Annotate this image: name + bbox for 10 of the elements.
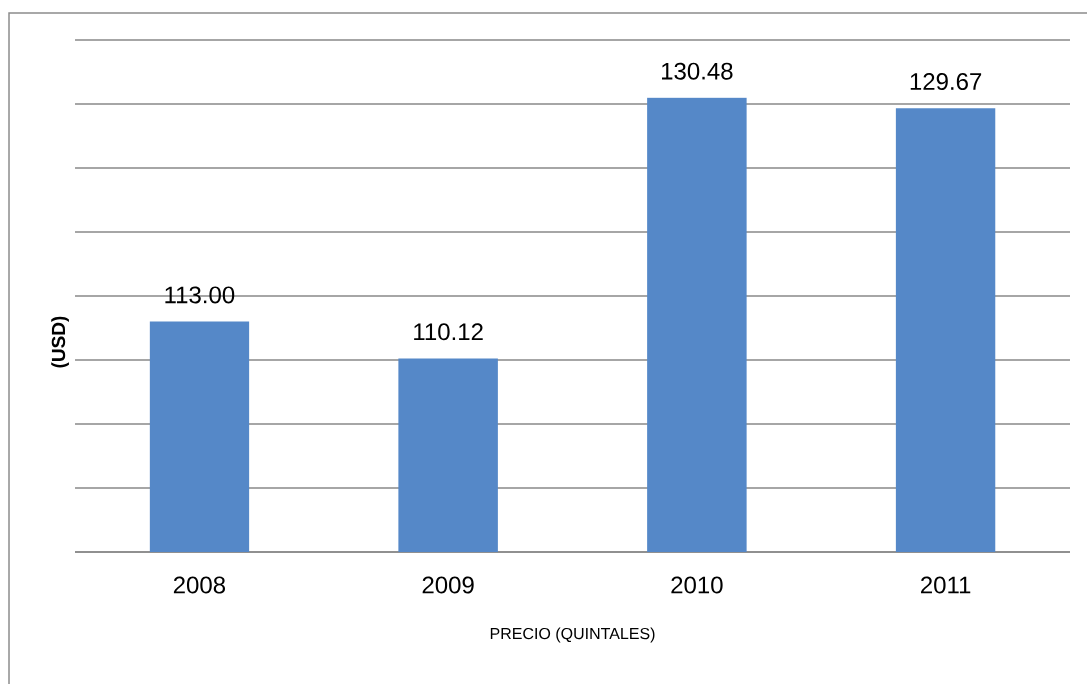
- x-tick-label: 2009: [422, 576, 474, 594]
- data-label: 130.48: [662, 62, 733, 80]
- x-tick-label: 2011: [921, 576, 971, 594]
- data-label: 110.12: [414, 323, 483, 341]
- x-tick-label: 2008: [173, 576, 226, 594]
- data-label: 113.00: [165, 286, 235, 304]
- data-label: 129.67: [910, 73, 982, 91]
- y-axis-title: (USD): [51, 316, 69, 368]
- x-tick-label: 2010: [671, 576, 723, 594]
- x-axis-title: PRECIO (QUINTALES): [490, 627, 655, 643]
